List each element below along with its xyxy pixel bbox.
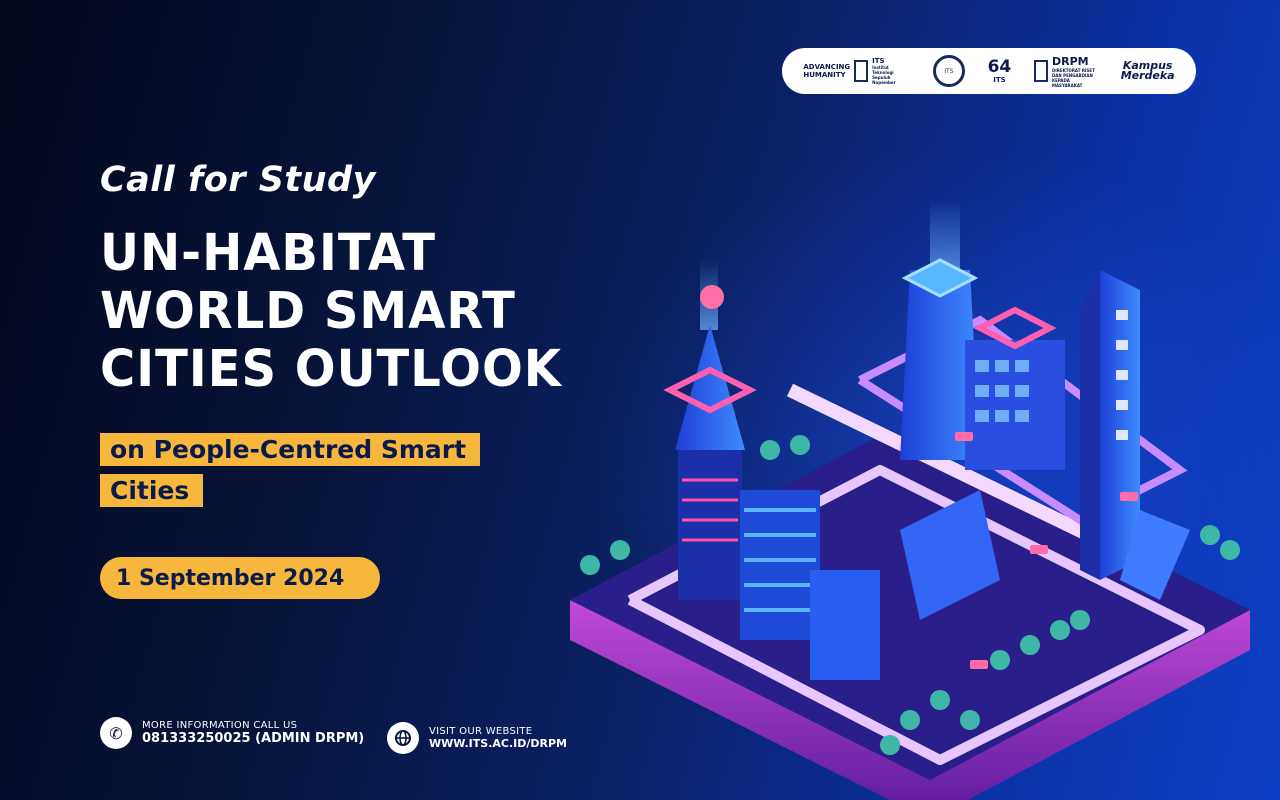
glass-building	[965, 340, 1065, 470]
its-64-logo: 64 ITS	[987, 56, 1012, 84]
globe-icon	[387, 722, 419, 754]
phone-contact: ✆ MORE INFORMATION CALL US 081333250025 …	[100, 717, 364, 749]
title-line-2: WORLD SMART	[100, 281, 516, 341]
grid-building	[810, 570, 880, 680]
subtitle-line-1: on People-Centred Smart	[100, 433, 481, 466]
website-contact: VISIT OUR WEBSITE WWW.ITS.AC.ID/DRPM	[387, 722, 567, 754]
title-line-1: UN-HABITAT	[100, 223, 437, 283]
tower-right	[1100, 270, 1140, 580]
isometric-smart-city-illustration	[570, 200, 1250, 800]
stack-building	[740, 490, 820, 640]
call-for-study-heading: Call for Study	[100, 160, 376, 200]
its-emblem-icon	[854, 60, 869, 82]
spire-beacon	[700, 285, 724, 309]
tree-cluster	[580, 435, 1240, 755]
kampus-merdeka-logo: Kampus Merdeka	[1120, 59, 1175, 82]
wedge-building	[900, 490, 1000, 620]
pink-ring	[973, 306, 1057, 350]
partner-logo-bar: ADVANCING HUMANITY ITS Institut Teknolog…	[782, 48, 1196, 94]
title-line-3: CITIES OUTLOOK	[100, 339, 562, 399]
spire-tower	[675, 325, 745, 450]
pink-ring	[663, 366, 757, 414]
drpm-logo: DRPM DIREKTORAT RISET DAN PENGABDIAN KEP…	[1033, 55, 1098, 88]
tower-top-square	[901, 258, 979, 298]
its-seal-logo: ITS	[932, 55, 965, 87]
drpm-emblem-icon	[1033, 60, 1048, 82]
tower-center	[900, 270, 980, 460]
phone-icon: ✆	[100, 717, 132, 749]
spire-tower-body	[678, 450, 742, 600]
tower-right-side	[1080, 270, 1100, 580]
event-title: UN-HABITAT WORLD SMART CITIES OUTLOOK	[100, 223, 562, 399]
advancing-humanity-logo: ADVANCING HUMANITY ITS Institut Teknolog…	[803, 57, 896, 85]
subtitle-line-2: Cities	[100, 474, 204, 507]
road-inner	[786, 383, 1124, 557]
slant-building	[1120, 510, 1190, 600]
event-date-badge: 1 September 2024	[100, 557, 380, 599]
car-group	[955, 432, 1138, 669]
city-base-side	[570, 600, 1250, 800]
